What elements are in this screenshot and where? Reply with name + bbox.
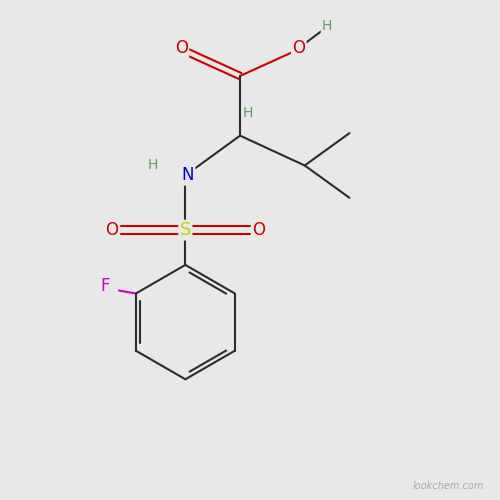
Text: F: F [100, 276, 110, 294]
Text: H: H [322, 19, 332, 33]
Text: lookchem.com: lookchem.com [412, 481, 484, 491]
Text: O: O [252, 221, 266, 239]
Text: O: O [106, 221, 118, 239]
Text: S: S [180, 221, 191, 239]
Text: N: N [182, 166, 194, 184]
Text: O: O [175, 38, 188, 56]
Text: H: H [148, 158, 158, 172]
Text: H: H [242, 106, 252, 120]
Text: O: O [292, 38, 305, 56]
